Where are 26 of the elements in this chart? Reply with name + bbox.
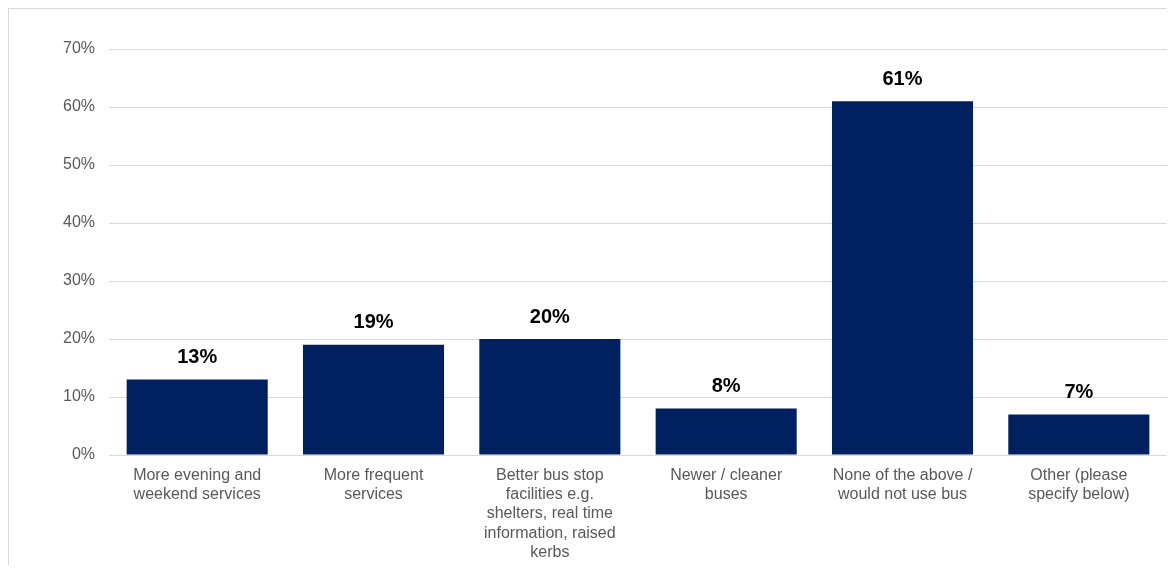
y-tick-label: 20% bbox=[62, 329, 96, 347]
x-tick-label: None of the above / would not use bus bbox=[832, 466, 973, 503]
x-tick-label: Newer / cleaner buses bbox=[670, 466, 783, 503]
bar bbox=[831, 101, 974, 455]
bar bbox=[302, 344, 445, 455]
y-tick-label: 30% bbox=[62, 271, 96, 289]
y-tick-label: 60% bbox=[62, 97, 96, 115]
y-tick-label: 40% bbox=[62, 213, 96, 231]
y-tick-label: 0% bbox=[71, 445, 96, 463]
bar bbox=[1008, 414, 1150, 455]
data-label: 61% bbox=[882, 66, 923, 89]
bar bbox=[126, 379, 268, 455]
bar bbox=[479, 339, 621, 455]
data-label: 20% bbox=[529, 304, 571, 327]
x-tick-label: More frequent services bbox=[323, 466, 424, 503]
x-tick-label: Better bus stop facilities e.g. shelters, real time information, raised kerbs bbox=[484, 466, 616, 560]
bar bbox=[655, 408, 797, 455]
x-tick-label: More evening and weekend services bbox=[132, 466, 262, 503]
data-label: 13% bbox=[177, 345, 218, 368]
data-label: 7% bbox=[1064, 379, 1094, 402]
data-label: 19% bbox=[353, 310, 394, 333]
x-tick-label: Other (please specify below) bbox=[1028, 466, 1130, 503]
y-tick-label: 70% bbox=[62, 39, 96, 57]
data-label: 8% bbox=[711, 374, 741, 397]
y-tick-label: 10% bbox=[62, 387, 96, 405]
y-tick-label: 50% bbox=[62, 155, 96, 173]
